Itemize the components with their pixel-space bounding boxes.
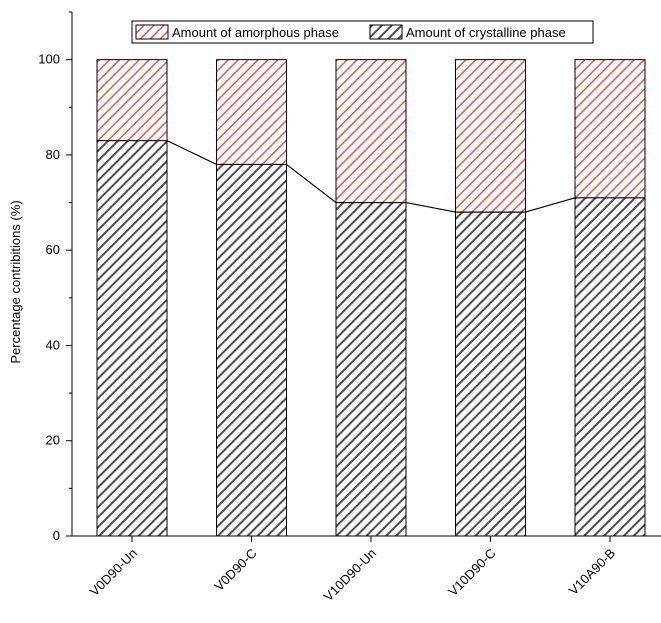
bar-amorphous-1 bbox=[216, 59, 287, 165]
bar-amorphous-0 bbox=[96, 59, 168, 142]
connector-line bbox=[166, 140, 576, 213]
bar-amorphous-3 bbox=[455, 59, 526, 213]
bar-amorphous-2 bbox=[335, 59, 407, 204]
bar-crystalline-2 bbox=[335, 202, 407, 537]
legend-label-crystalline: Amount of crystalline phase bbox=[406, 25, 566, 40]
bar-crystalline-1 bbox=[216, 163, 287, 537]
x-tick-label: V10D90-C bbox=[445, 546, 499, 600]
legend-box bbox=[131, 20, 594, 44]
y-tick-label: 20 bbox=[46, 433, 60, 448]
y-axis-title: Percentage contribitions (%) bbox=[8, 200, 23, 363]
y-tick-label: 80 bbox=[46, 147, 60, 162]
bar-amorphous-4 bbox=[574, 59, 646, 199]
y-tick-label: 40 bbox=[46, 337, 60, 352]
x-tick-label: V10A90-B bbox=[566, 546, 619, 599]
bar-crystalline-3 bbox=[455, 211, 526, 537]
bar-crystalline-4 bbox=[574, 197, 646, 537]
bar-crystalline-0 bbox=[96, 140, 168, 537]
legend-swatch-crystalline bbox=[369, 24, 403, 40]
y-tick-label: 0 bbox=[53, 528, 60, 543]
y-tick-label: 100 bbox=[38, 52, 60, 67]
y-tick-label: 60 bbox=[46, 242, 60, 257]
legend-swatch-amorphous bbox=[135, 24, 169, 40]
x-tick-label: V0D90-Un bbox=[87, 546, 141, 600]
legend: Amount of amorphous phase Amount of cryst… bbox=[131, 20, 594, 44]
connector-layer bbox=[166, 140, 576, 213]
x-tick-label: V10D90-Un bbox=[320, 546, 379, 605]
x-tick-label: V0D90-C bbox=[211, 546, 259, 594]
bars-layer bbox=[96, 59, 646, 537]
legend-label-amorphous: Amount of amorphous phase bbox=[172, 25, 339, 40]
